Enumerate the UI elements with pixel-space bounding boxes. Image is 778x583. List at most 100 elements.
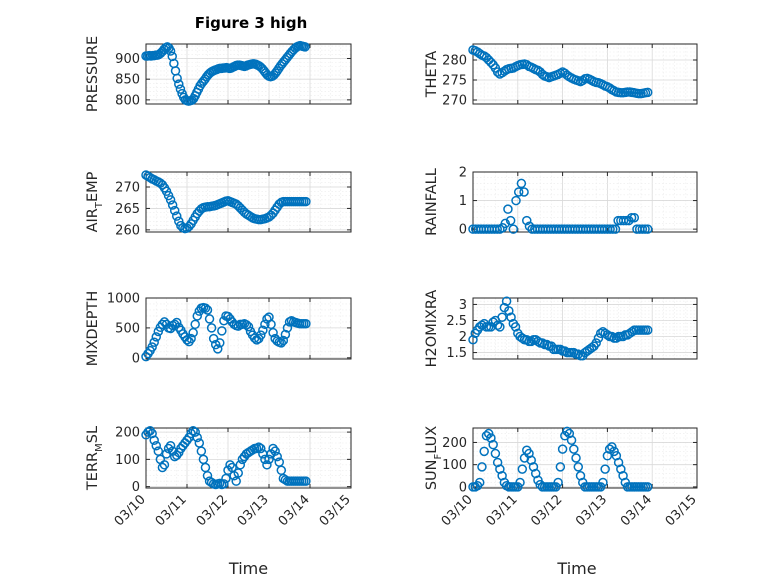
data-point [206, 323, 217, 333]
data-point [301, 318, 311, 329]
data-point [508, 224, 519, 234]
subplot-6: 1.522.53 H2OMIXRA [424, 290, 698, 367]
data-point [280, 329, 291, 340]
data-point [598, 477, 608, 488]
y-tick-label: 2.5 [446, 314, 467, 329]
data-point [513, 482, 523, 492]
y-axis-label-subscript: M [94, 443, 105, 452]
y-tick-label: 900 [115, 52, 140, 67]
y-axis-label-subscript: F [433, 454, 444, 460]
data-point [256, 443, 266, 454]
data-point [192, 311, 202, 321]
y-axis-label-subscript: T [94, 201, 105, 209]
data-point [571, 453, 581, 463]
data-point [492, 320, 503, 331]
y-axis-label: SUNFLUX [424, 426, 444, 490]
y-tick-label: 800 [115, 93, 140, 108]
data-point [562, 426, 572, 437]
y-tick-label: 275 [442, 74, 467, 89]
data-point [569, 444, 579, 454]
data-point [495, 322, 505, 332]
data-point [522, 215, 532, 226]
y-tick-label: 100 [115, 453, 140, 468]
data-point [165, 46, 176, 56]
y-tick-label: 0 [459, 480, 467, 495]
y-tick-label: 265 [115, 202, 140, 217]
y-tick-label: 280 [442, 54, 467, 69]
data-point [611, 333, 622, 343]
y-axis-label: PRESSURE [85, 36, 101, 112]
data-point [186, 333, 196, 344]
data-point [490, 448, 501, 459]
subplot-4: 0 1 2 RAINFALL [424, 166, 698, 238]
y-tick-label: 0 [459, 223, 467, 238]
data-point [276, 338, 287, 348]
data-point [486, 57, 496, 68]
data-point [169, 205, 180, 216]
y-tick-label: 260 [115, 223, 140, 238]
data-point [486, 322, 496, 332]
data-point [474, 48, 485, 59]
data-point [553, 477, 563, 488]
data-point [219, 479, 229, 489]
axes-frame [472, 43, 698, 105]
data-point [515, 477, 525, 488]
data-point [192, 432, 202, 443]
data-point [149, 337, 159, 348]
data-point [266, 319, 276, 330]
y-tick-label: 270 [115, 181, 140, 196]
data-point [566, 435, 577, 445]
data-point [573, 349, 584, 359]
data-point [522, 334, 532, 345]
data-point [492, 67, 503, 77]
data-point [519, 187, 529, 197]
data-point [204, 314, 215, 324]
data-point [479, 446, 489, 457]
data-point [225, 460, 235, 470]
data-point [188, 327, 198, 338]
data-point [591, 338, 601, 348]
data-point [526, 336, 536, 347]
data-point [251, 443, 262, 454]
y-tick-label: 200 [115, 426, 140, 441]
data-point [642, 325, 653, 335]
y-axis-label: TERRMSL [85, 426, 105, 491]
data-point [260, 319, 270, 330]
y-axis-label-rest: LUX [424, 426, 440, 454]
data-point [551, 482, 561, 492]
y-axis-label: RAINFALL [424, 168, 440, 236]
y-tick-label: 2 [459, 166, 467, 181]
data-point [488, 439, 498, 450]
y-tick-label: 500 [115, 321, 140, 336]
data-point [642, 87, 653, 98]
y-tick-label: 1.5 [446, 346, 467, 361]
data-point [262, 460, 272, 470]
data-point [215, 338, 225, 348]
data-point [477, 320, 487, 331]
data-point [165, 195, 176, 205]
data-point [555, 462, 566, 472]
data-point [143, 427, 153, 437]
data-point [513, 187, 524, 197]
data-point [172, 317, 182, 328]
data-point [172, 450, 182, 461]
data-point [260, 454, 270, 465]
data-point [145, 425, 155, 436]
data-point [618, 215, 629, 226]
data-point [477, 462, 487, 472]
data-point [172, 73, 182, 84]
data-point [510, 322, 521, 332]
data-point [149, 435, 159, 446]
y-axis-label: THETA [424, 51, 440, 99]
y-tick-label: 270 [442, 94, 467, 109]
subplot-5: 0 500 1000 MIXDEPTH [85, 291, 352, 366]
data-point [301, 476, 311, 486]
data-point [542, 339, 552, 350]
data-point [533, 475, 543, 485]
y-axis-label: AIRTEMP [85, 171, 105, 232]
data-point [258, 325, 268, 336]
y-axis-label-main: AIR [85, 208, 101, 232]
data-point [637, 224, 648, 234]
data-point [175, 84, 186, 94]
x-axis-label: Time [228, 559, 268, 578]
